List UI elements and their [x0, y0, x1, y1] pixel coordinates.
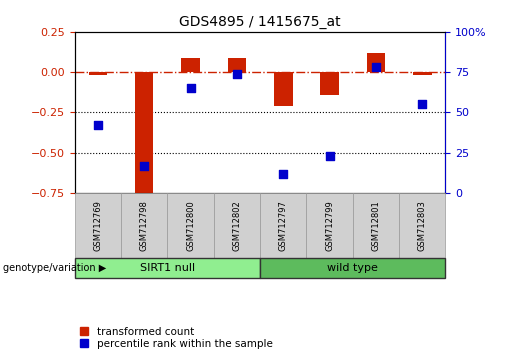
Text: SIRT1 null: SIRT1 null [140, 263, 195, 273]
Text: GSM712769: GSM712769 [93, 200, 102, 251]
Point [372, 64, 380, 70]
Bar [274, 72, 293, 106]
Text: GSM712802: GSM712802 [232, 200, 242, 251]
Bar [89, 72, 107, 75]
Bar [320, 72, 339, 95]
Bar [181, 58, 200, 72]
Point [279, 171, 287, 176]
Bar [228, 58, 246, 72]
Legend: transformed count, percentile rank within the sample: transformed count, percentile rank withi… [80, 327, 272, 349]
Bar [135, 72, 153, 198]
Text: GSM712800: GSM712800 [186, 200, 195, 251]
Text: GSM712803: GSM712803 [418, 200, 427, 251]
Point [233, 71, 241, 76]
Text: genotype/variation ▶: genotype/variation ▶ [3, 263, 106, 273]
Bar [413, 72, 432, 75]
Point [94, 122, 102, 128]
Text: GSM712797: GSM712797 [279, 200, 288, 251]
Bar [367, 53, 385, 72]
Point [325, 153, 334, 159]
Text: wild type: wild type [328, 263, 378, 273]
Point [186, 85, 195, 91]
Text: GSM712798: GSM712798 [140, 200, 149, 251]
Point [140, 163, 148, 169]
Text: GSM712799: GSM712799 [325, 200, 334, 251]
Title: GDS4895 / 1415675_at: GDS4895 / 1415675_at [179, 16, 341, 29]
Text: GSM712801: GSM712801 [371, 200, 381, 251]
Point [418, 102, 426, 107]
